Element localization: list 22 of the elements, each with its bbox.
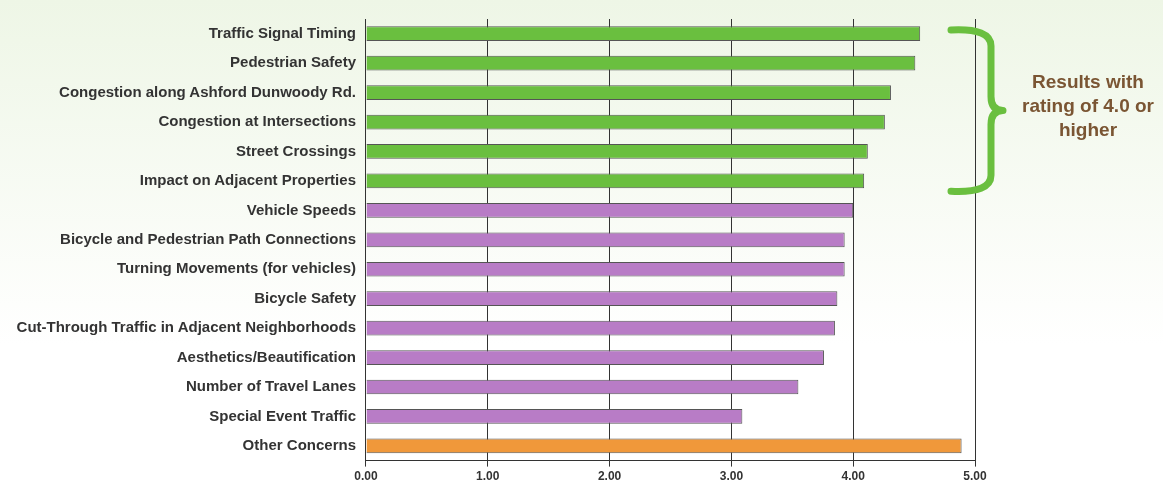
y-tick-label: Impact on Adjacent Properties xyxy=(139,171,356,189)
text: Results with rating of 4.0 or higher xyxy=(1021,69,1155,142)
y-tick-label: Congestion at Intersections xyxy=(158,112,356,130)
x-tick-label: 5.00 xyxy=(963,469,987,484)
y-tick-label: Turning Movements (for vehicles) xyxy=(117,259,356,277)
y-tick-label: Other Concerns xyxy=(242,436,356,454)
y-tick-label: Bicycle and Pedestrian Path Connections xyxy=(60,229,356,247)
y-tick-label: Aesthetics/Beautification xyxy=(176,347,356,365)
x-tick-label: 2.00 xyxy=(597,469,622,484)
y-tick-label: Bicycle Safety xyxy=(254,288,357,306)
y-tick-label: Traffic Signal Timing xyxy=(208,23,356,41)
y-tick-label: Number of Travel Lanes xyxy=(185,377,356,395)
x-tick-label: 3.00 xyxy=(719,469,744,484)
y-tick-label: Street Crossings xyxy=(235,141,356,159)
y-tick-label: Special Event Traffic xyxy=(209,406,356,424)
y-tick-label: Vehicle Speeds xyxy=(246,200,356,218)
y-tick-label: Congestion along Ashford Dunwoody Rd. xyxy=(59,82,356,100)
y-tick-label: Cut-Through Traffic in Adjacent Neighborhoods xyxy=(16,318,356,336)
x-tick-label: 4.00 xyxy=(841,469,866,484)
x-tick-label: 0.00 xyxy=(354,469,378,484)
y-tick-label: Pedestrian Safety xyxy=(230,53,357,71)
x-tick-label: 1.00 xyxy=(476,469,500,484)
